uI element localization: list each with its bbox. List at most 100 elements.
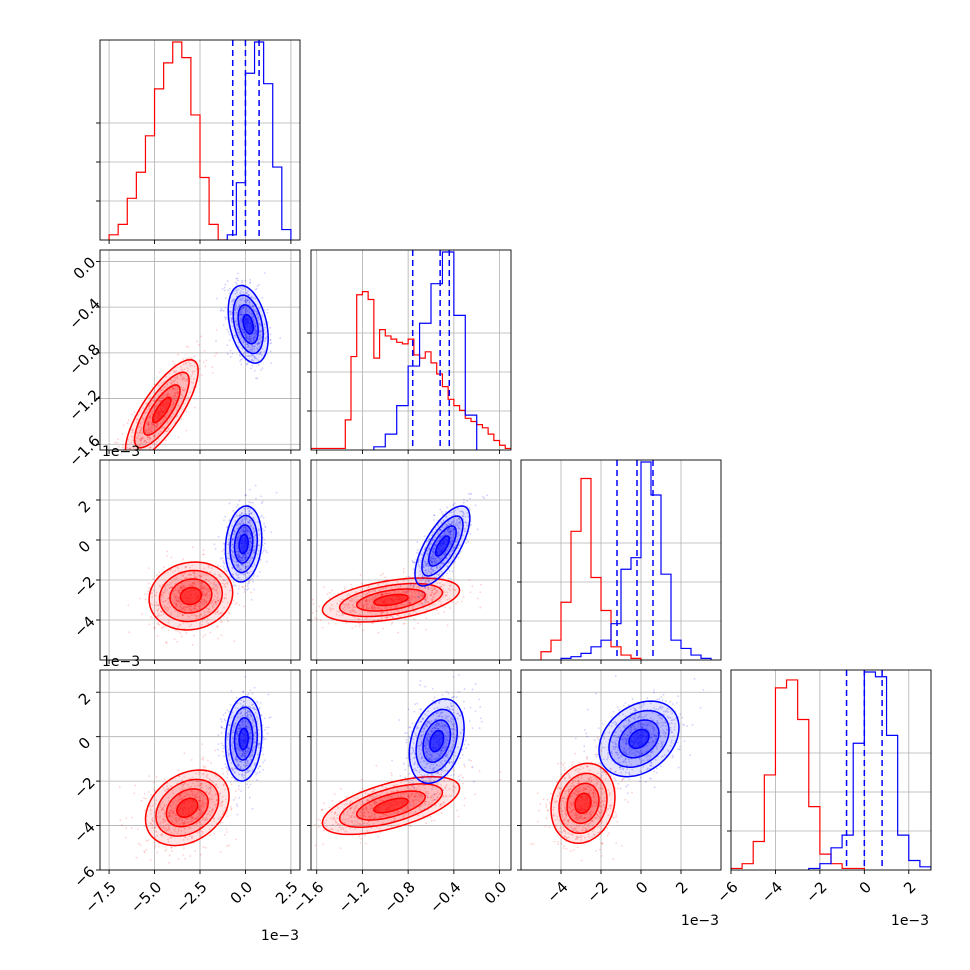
blue-0-2-sample: [243, 530, 246, 533]
blue-0-1-sample: [246, 292, 248, 295]
blue-0-1-sample: [247, 294, 250, 296]
red-0-3-sample: [147, 839, 149, 842]
blue-0-1-sample: [269, 326, 272, 329]
blue-0-1-sample: [223, 286, 226, 289]
red-0-2-sample: [217, 599, 219, 602]
blue-0-1-sample: [253, 355, 255, 358]
red-0-2-sample: [215, 603, 217, 606]
red-0-2-sample: [182, 574, 185, 577]
red-0-1-sample: [163, 395, 165, 397]
blue-0-1-sample: [244, 299, 247, 302]
blue-0-1-sample: [253, 369, 256, 372]
blue-0-1-sample: [241, 307, 244, 309]
blue-0-2-sample: [244, 494, 247, 497]
red-0-1-sample: [135, 437, 138, 439]
red-0-1-sample: [150, 423, 153, 426]
red-0-1-sample: [147, 424, 150, 427]
red-0-2-sample: [205, 594, 208, 597]
red-0-2-sample: [201, 598, 204, 601]
blue-0-1-sample: [247, 346, 250, 349]
red-0-1-sample: [136, 418, 139, 421]
red-0-1-sample: [165, 394, 168, 396]
blue-0-1-sample: [246, 338, 249, 341]
blue-0-1-sample: [255, 377, 257, 380]
red-1-2-sample: [312, 611, 314, 614]
red-0-1-sample: [153, 435, 156, 438]
red-0-1-sample: [152, 400, 155, 402]
red-0-2-sample: [167, 597, 170, 599]
red-0-2-sample: [190, 623, 193, 626]
red-0-2-sample: [153, 627, 156, 629]
red-0-1-sample: [148, 448, 151, 450]
red-0-3-sample: [226, 831, 228, 833]
blue-0-1-sample: [226, 352, 229, 355]
red-0-1-sample: [164, 385, 166, 388]
red-0-2-sample: [194, 607, 197, 610]
red-1-2-sample: [328, 591, 331, 594]
red-0-1-sample: [185, 429, 188, 432]
blue-0-1-sample: [239, 298, 242, 301]
blue-0-2-sample: [264, 526, 267, 529]
red-0-1-sample: [130, 429, 133, 432]
blue-0-1-sample: [247, 354, 250, 357]
red-0-2-sample: [160, 610, 163, 613]
red-0-1-sample: [205, 359, 208, 362]
red-0-2-sample: [194, 583, 197, 586]
red-0-2-sample: [202, 590, 204, 593]
red-0-2-sample: [200, 574, 203, 577]
red-0-1-sample: [165, 414, 168, 417]
red-1-2-sample: [437, 612, 440, 615]
blue-0-1-sample: [243, 331, 246, 334]
red-1-2-sample: [479, 583, 482, 586]
red-0-2-sample: [217, 637, 219, 640]
red-0-2-sample: [166, 609, 169, 612]
blue-0-1-sample: [257, 342, 260, 345]
red-0-1-sample: [147, 423, 150, 426]
red-0-2-sample: [217, 610, 219, 613]
blue-0-2-sample: [236, 542, 239, 545]
blue-1-2-sample: [438, 585, 441, 588]
blue-0-2-sample: [228, 519, 231, 522]
blue-0-1-sample: [253, 324, 256, 327]
red-0-2-sample: [223, 597, 226, 600]
blue-0-1-sample: [248, 336, 251, 339]
blue-1-2-sample: [451, 570, 454, 573]
blue-0-1-sample: [246, 342, 249, 345]
red-0-1-sample: [126, 443, 129, 446]
red-0-1-sample: [181, 369, 184, 372]
red-0-1-sample: [174, 385, 177, 388]
red-0-2-sample: [203, 567, 206, 570]
blue-0-1-sample: [235, 277, 238, 280]
red-0-2-sample: [164, 599, 167, 602]
red-0-2-sample: [179, 612, 182, 615]
blue-0-2-sample: [238, 554, 241, 557]
blue-0-2-sample: [253, 588, 255, 591]
red-0-2-sample: [174, 610, 176, 613]
red-0-2-sample: [217, 574, 220, 576]
red-0-2-sample: [205, 593, 208, 596]
red-0-1-sample: [139, 423, 142, 425]
blue-0-2-sample: [227, 543, 230, 546]
red-0-2-sample: [187, 615, 190, 617]
red-0-2-sample: [205, 600, 208, 603]
blue-0-1-sample: [254, 325, 256, 328]
blue-0-1-sample: [228, 333, 231, 336]
red-0-1-sample: [151, 426, 154, 429]
red-0-1-sample: [145, 441, 148, 444]
red-0-2-sample: [209, 571, 212, 574]
red-0-3-sample: [230, 808, 233, 811]
red-0-1-sample: [188, 361, 190, 364]
red-0-1-sample: [154, 435, 157, 438]
red-0-1-sample: [170, 381, 173, 384]
red-0-2-sample: [198, 607, 201, 610]
red-0-2-sample: [216, 611, 219, 614]
red-0-1-sample: [146, 408, 149, 411]
blue-0-1-sample: [248, 301, 251, 304]
red-0-2-sample: [185, 606, 188, 608]
blue-0-2-sample: [237, 564, 240, 567]
blue-0-1-sample: [229, 310, 232, 313]
blue-0-2-sample: [265, 549, 267, 552]
blue-0-2-sample: [248, 501, 251, 503]
red-0-2-sample: [213, 586, 216, 588]
red-0-2-sample: [193, 634, 195, 637]
